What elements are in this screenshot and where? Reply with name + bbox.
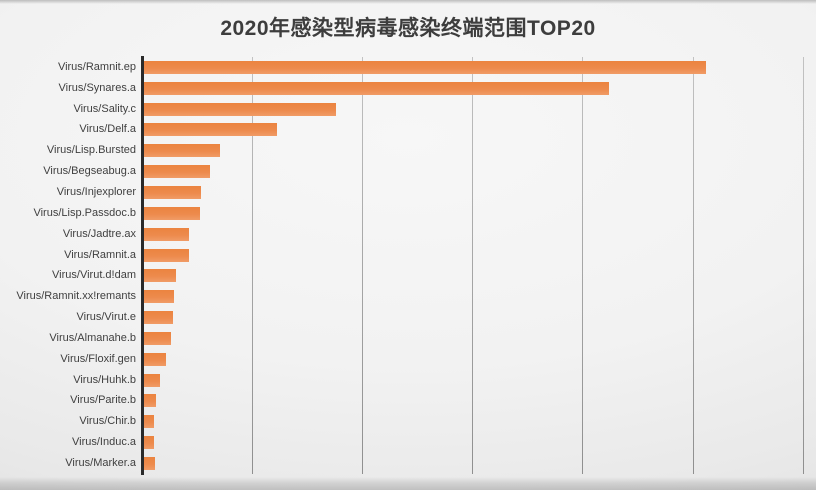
bar bbox=[144, 436, 154, 450]
chart-row: Virus/Synares.a bbox=[0, 78, 816, 99]
category-label: Virus/Ramnit.ep bbox=[57, 60, 136, 73]
bar bbox=[144, 227, 189, 241]
bar bbox=[144, 60, 706, 74]
category-label: Virus/Lisp.Bursted bbox=[46, 144, 136, 157]
bar bbox=[144, 165, 210, 179]
category-label: Virus/Induc.a bbox=[71, 436, 136, 449]
category-axis-line bbox=[141, 56, 144, 475]
category-label: Virus/Injexplorer bbox=[56, 185, 136, 198]
chart-row: Virus/Lisp.Bursted bbox=[0, 140, 816, 161]
bar bbox=[144, 352, 166, 366]
chart-row: Virus/Jadtre.ax bbox=[0, 224, 816, 245]
bar bbox=[144, 456, 155, 470]
chart-row: Virus/Sality.c bbox=[0, 99, 816, 120]
bar bbox=[144, 415, 154, 429]
chart-title: 2020年感染型病毒感染终端范围TOP20 bbox=[220, 17, 596, 40]
bar bbox=[144, 185, 201, 199]
chart-row: Virus/Begseabug.a bbox=[0, 161, 816, 182]
gridline bbox=[472, 57, 473, 474]
chart-row: Virus/Chir.b bbox=[0, 411, 816, 432]
category-label: Virus/Floxif.gen bbox=[60, 352, 136, 365]
category-label: Virus/Ramnit.xx!remants bbox=[16, 290, 136, 303]
category-label: Virus/Virut.e bbox=[76, 311, 136, 324]
chart-row: Virus/Lisp.Passdoc.b bbox=[0, 203, 816, 224]
chart-row: Virus/Huhk.b bbox=[0, 370, 816, 391]
bar bbox=[144, 331, 171, 345]
gridline bbox=[803, 57, 804, 474]
chart-row: Virus/Ramnit.ep bbox=[0, 57, 816, 78]
bar bbox=[144, 206, 200, 220]
bar bbox=[144, 269, 176, 283]
chart-row: Virus/Virut.e bbox=[0, 307, 816, 328]
chart-row: Virus/Injexplorer bbox=[0, 182, 816, 203]
chart-row: Virus/Floxif.gen bbox=[0, 349, 816, 370]
bar bbox=[144, 81, 609, 95]
bar bbox=[144, 248, 189, 262]
chart-row: Virus/Induc.a bbox=[0, 432, 816, 453]
bar bbox=[144, 290, 174, 304]
chart-row: Virus/Virut.d!dam bbox=[0, 265, 816, 286]
bar bbox=[144, 102, 336, 116]
gridline bbox=[252, 57, 253, 474]
bar-rows: Virus/Ramnit.ep Virus/Synares.a Virus/Sali… bbox=[0, 57, 816, 474]
chart-row: Virus/Delf.a bbox=[0, 120, 816, 141]
bar bbox=[144, 394, 156, 408]
category-label: Virus/Almanahe.b bbox=[49, 331, 136, 344]
bar bbox=[144, 144, 220, 158]
plot-area bbox=[143, 57, 813, 474]
gridline bbox=[693, 57, 694, 474]
category-label: Virus/Lisp.Passdoc.b bbox=[33, 206, 136, 219]
chart-row: Virus/Marker.a bbox=[0, 453, 816, 474]
category-label: Virus/Virut.d!dam bbox=[52, 269, 136, 282]
chart-row: Virus/Ramnit.a bbox=[0, 245, 816, 266]
bar bbox=[144, 123, 277, 137]
bar bbox=[144, 373, 160, 387]
gridline bbox=[362, 57, 363, 474]
category-label: Virus/Begseabug.a bbox=[43, 165, 136, 178]
category-label: Virus/Ramnit.a bbox=[64, 248, 136, 261]
bar bbox=[144, 311, 173, 325]
category-label: Virus/Sality.c bbox=[73, 102, 136, 115]
category-label: Virus/Parite.b bbox=[70, 394, 136, 407]
gridline bbox=[582, 57, 583, 474]
category-label: Virus/Delf.a bbox=[79, 123, 136, 136]
category-label: Virus/Marker.a bbox=[65, 456, 136, 469]
chart-row: Virus/Ramnit.xx!remants bbox=[0, 286, 816, 307]
category-label: Virus/Jadtre.ax bbox=[62, 227, 136, 240]
chart-row: Virus/Almanahe.b bbox=[0, 328, 816, 349]
category-label: Virus/Huhk.b bbox=[73, 373, 136, 386]
chart-row: Virus/Parite.b bbox=[0, 391, 816, 412]
category-label: Virus/Chir.b bbox=[79, 415, 136, 428]
category-label: Virus/Synares.a bbox=[58, 81, 136, 94]
